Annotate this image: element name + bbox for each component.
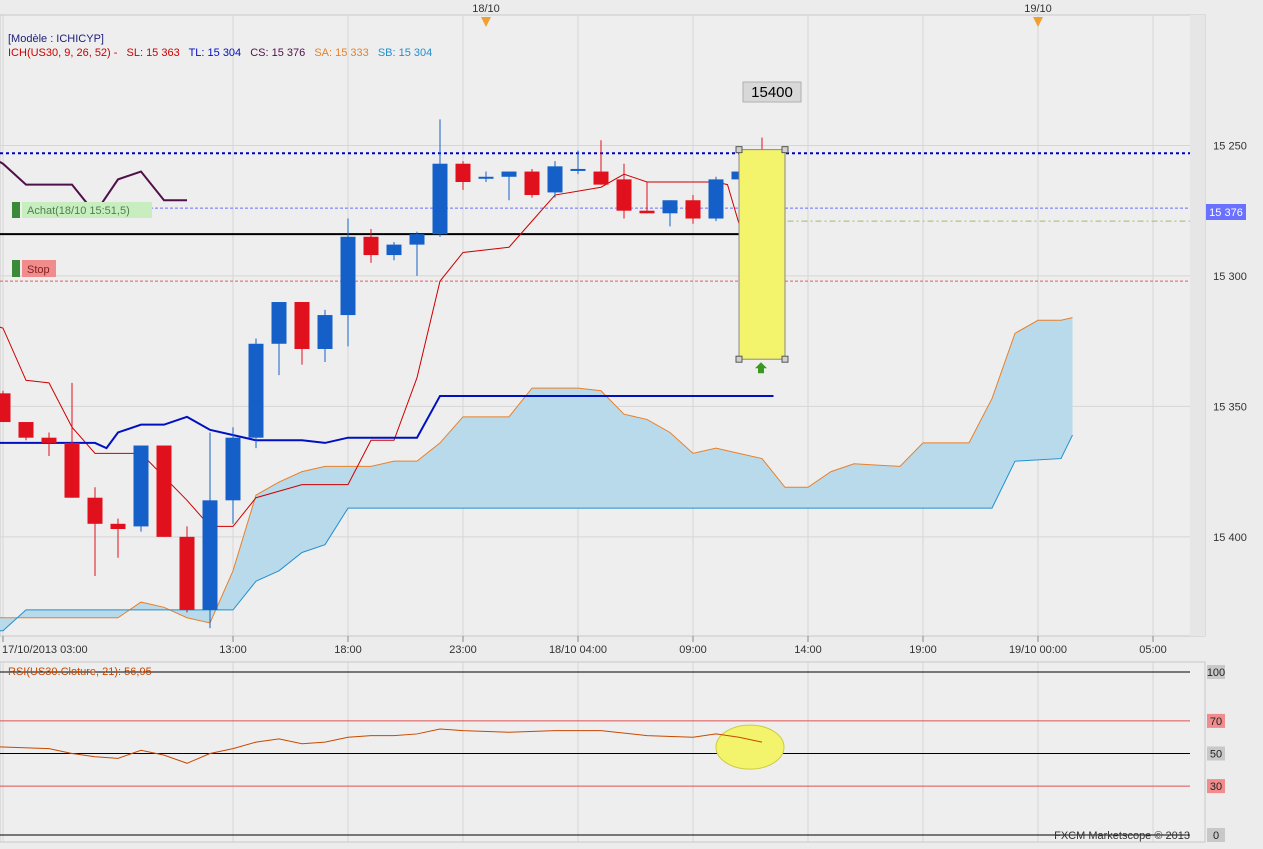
candle-body — [0, 393, 11, 423]
candle-body — [432, 163, 448, 235]
annotation-box[interactable] — [742, 81, 802, 103]
candle-body — [455, 163, 471, 182]
watermark: FXCM Marketscope © 2013 — [1054, 830, 1190, 842]
candle-body — [317, 315, 333, 349]
x-tick-label: 05:00 — [1139, 644, 1167, 656]
stop-order-label: Stop — [27, 264, 50, 276]
rsi-pane[interactable] — [0, 661, 1206, 843]
senkou-b-line — [0, 434, 1073, 632]
y-tick-label: 15 350 — [1213, 401, 1247, 413]
candle-body — [478, 176, 494, 179]
ich-sa: SA: 15 333 — [314, 47, 368, 59]
candle-body — [409, 234, 425, 245]
rsi-level-box — [1207, 665, 1225, 679]
candle-body — [547, 166, 563, 193]
day-marker-arrow — [481, 17, 491, 27]
x-tick-label: 23:00 — [449, 644, 477, 656]
candle-body — [41, 437, 57, 443]
candle-body — [294, 302, 310, 349]
rsi-line — [0, 728, 763, 764]
candle-body — [110, 523, 126, 530]
indicator-legend: ICH(US30, 9, 26, 52) - SL: 15 363 TL: 15… — [8, 47, 432, 59]
x-tick-label: 18:00 — [334, 644, 362, 656]
rsi-level-label: 70 — [1210, 716, 1222, 728]
rsi-level-box — [1207, 779, 1225, 794]
selection-handle — [735, 355, 743, 363]
x-tick-label: 18/10 04:00 — [549, 644, 607, 656]
x-tick-label: 17/10/2013 03:00 — [2, 644, 88, 656]
rsi-highlight — [715, 724, 785, 770]
stop-marker[interactable] — [12, 260, 20, 277]
ich-cs: CS: 15 376 — [250, 47, 305, 59]
candle-body — [179, 536, 195, 610]
buy-arrow-icon — [755, 362, 767, 374]
candle-body — [685, 200, 701, 219]
day-marker-label: 19/10 — [1024, 3, 1052, 15]
candle-body — [225, 437, 241, 501]
candle-body — [616, 179, 632, 211]
rsi-level-box — [1207, 828, 1225, 842]
candle-body — [639, 210, 655, 214]
candle-body — [64, 442, 80, 498]
ich-name: ICH(US30, 9, 26, 52) - — [8, 47, 118, 59]
x-tick-label: 19/10 00:00 — [1009, 644, 1067, 656]
price-pane[interactable] — [0, 14, 1206, 637]
candle-body — [708, 179, 724, 219]
x-tick-label: 14:00 — [794, 644, 822, 656]
candle-body — [662, 200, 678, 214]
selection-handle — [781, 355, 789, 363]
candle-body — [18, 422, 34, 438]
x-tick-label: 19:00 — [909, 644, 937, 656]
annotation-label: 15400 — [751, 84, 793, 101]
rsi-level-label: 0 — [1213, 830, 1219, 842]
day-marker-label: 18/10 — [472, 3, 500, 15]
stop-label-box[interactable] — [22, 260, 56, 277]
rsi-level-label: 50 — [1210, 749, 1222, 761]
rsi-level-label: 100 — [1207, 667, 1225, 679]
model-label: [Modèle : ICHICYP] — [8, 33, 104, 45]
selection-handle — [781, 146, 789, 154]
selection-handle — [735, 146, 743, 154]
x-tick-label: 13:00 — [219, 644, 247, 656]
selection-highlight — [738, 149, 786, 360]
candle-body — [87, 497, 103, 524]
candle-body — [156, 445, 172, 537]
candle-body — [570, 168, 586, 171]
buy-label-box[interactable] — [22, 202, 152, 218]
y-tick-label: 15 250 — [1213, 140, 1247, 152]
y-tick-label: 15 400 — [1213, 532, 1247, 544]
rsi-level-label: 30 — [1210, 781, 1222, 793]
buy-order-label: Achat(18/10 15:51,5) — [27, 205, 130, 217]
candle-body — [363, 236, 379, 256]
candle-body — [248, 343, 264, 438]
price-axis-strip — [1190, 15, 1205, 636]
candle-body — [271, 302, 287, 344]
candle-body — [133, 445, 149, 527]
kijun-line — [0, 394, 774, 450]
ich-sl: SL: 15 363 — [127, 47, 180, 59]
current-price-label: 15 376 — [1209, 207, 1243, 219]
current-price-box — [1206, 204, 1246, 220]
x-tick-label: 09:00 — [679, 644, 707, 656]
day-marker-arrow — [1033, 17, 1043, 27]
candle-body — [202, 500, 218, 610]
candle-body — [593, 171, 609, 185]
rsi-level-box — [1207, 713, 1225, 728]
candle-body — [386, 244, 402, 256]
buy-marker[interactable] — [12, 202, 20, 218]
ichimoku-cloud — [0, 317, 1073, 631]
chikou-line — [0, 160, 187, 215]
senkou-a-line — [0, 317, 1073, 624]
rsi-level-box — [1207, 746, 1225, 761]
tenkan-line — [0, 173, 763, 527]
candle-body — [340, 236, 356, 316]
candle-body — [524, 171, 540, 196]
ich-tl: TL: 15 304 — [189, 47, 242, 59]
candle-body — [501, 171, 517, 177]
rsi-label: RSI(US30.Cloture, 21): 56,95 — [8, 666, 152, 678]
ich-sb: SB: 15 304 — [378, 47, 432, 59]
y-tick-label: 15 300 — [1213, 271, 1247, 283]
